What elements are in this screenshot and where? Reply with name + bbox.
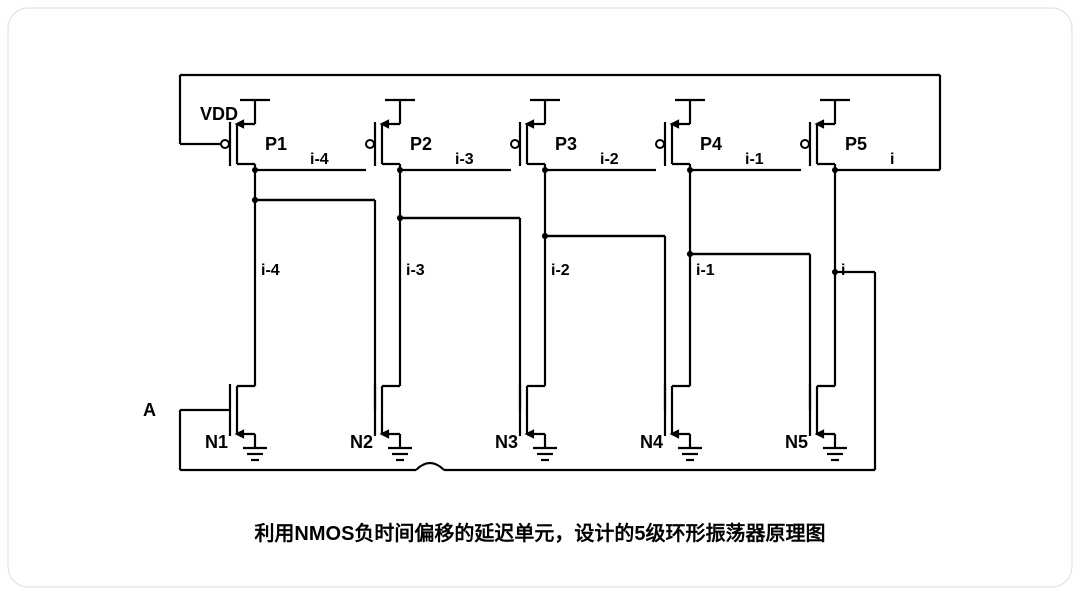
nmos-label-1: N1 [205, 432, 228, 452]
mid-sig-label-1: i-4 [261, 262, 280, 279]
pmos-label-4: P4 [700, 134, 722, 154]
pmos-label-1: P1 [265, 134, 287, 154]
upper-sig-label-2: i-3 [455, 151, 474, 168]
nmos-label-5: N5 [785, 432, 808, 452]
nmos-label-4: N4 [640, 432, 663, 452]
mid-sig-label-2: i-3 [406, 262, 425, 279]
mid-sig-label-4: i-1 [696, 262, 715, 279]
pmos-label-2: P2 [410, 134, 432, 154]
vdd-label: VDD [200, 104, 238, 124]
upper-sig-label-1: i-4 [310, 151, 329, 168]
figure-caption: 利用NMOS负时间偏移的延迟单元，设计的5级环形振荡器原理图 [254, 521, 825, 545]
nmos-label-3: N3 [495, 432, 518, 452]
mid-sig-label-3: i-2 [551, 262, 570, 279]
upper-sig-label-3: i-2 [600, 151, 619, 168]
input-a-label: A [143, 400, 156, 420]
upper-sig-label-4: i-1 [745, 151, 764, 168]
upper-sig-label-5: i [890, 151, 894, 168]
nmos-label-2: N2 [350, 432, 373, 452]
pmos-label-3: P3 [555, 134, 577, 154]
pmos-label-5: P5 [845, 134, 867, 154]
mid-sig-label-5: i [841, 262, 845, 279]
